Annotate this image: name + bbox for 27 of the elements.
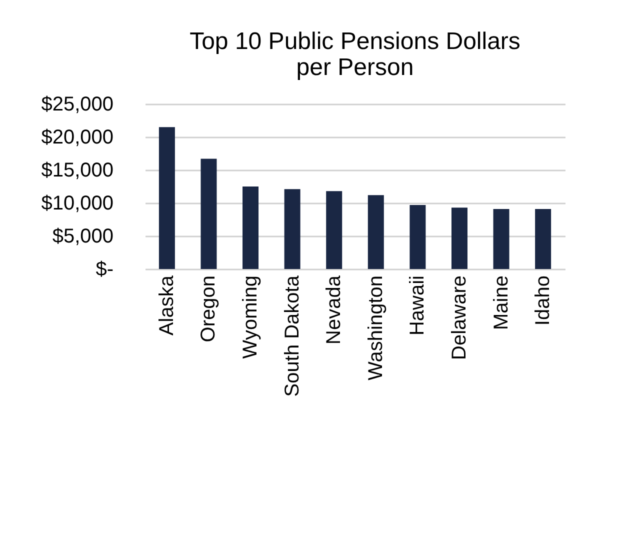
x-tick-label: Washington	[364, 276, 387, 380]
chart-title: Top 10 Public Pensions Dollars per Person	[190, 28, 520, 81]
bar	[242, 186, 259, 269]
y-tick-label: $25,000	[41, 94, 114, 116]
x-tick-label: Idaho	[532, 276, 554, 326]
y-tick-label: $20,000	[41, 126, 114, 148]
x-tick-label: Alaska	[156, 274, 178, 336]
y-tick-label: $5,000	[52, 226, 114, 248]
bar	[284, 189, 300, 269]
x-tick-label: South Dakota	[281, 274, 304, 397]
bar	[158, 127, 175, 269]
bar	[451, 208, 468, 269]
y-tick-label: $15,000	[41, 160, 114, 182]
x-tick-label: Wyoming	[240, 276, 262, 359]
bar	[326, 191, 342, 269]
y-tick-label: $10,000	[41, 192, 114, 214]
bar	[493, 208, 510, 269]
bar	[368, 195, 384, 269]
y-tick-label: $-	[96, 258, 114, 280]
x-tick-label: Nevada	[323, 274, 346, 344]
x-tick-label: Delaware	[448, 276, 470, 360]
bar	[535, 208, 552, 269]
bar	[200, 158, 217, 269]
x-tick-label: Maine	[490, 276, 512, 330]
bar	[410, 204, 426, 269]
x-tick-label: Oregon	[198, 276, 220, 342]
x-tick-label: Hawaii	[406, 276, 429, 336]
